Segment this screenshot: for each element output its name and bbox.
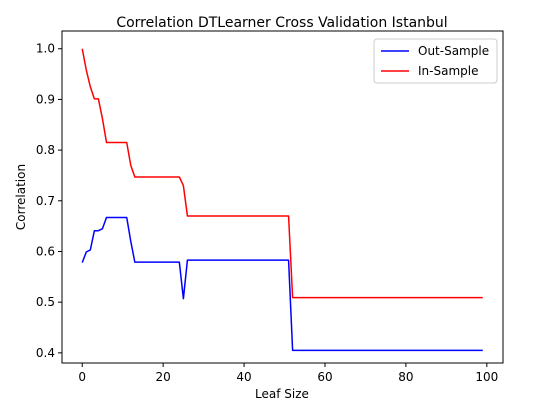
x-tick-label: 40 xyxy=(236,370,251,384)
y-tick-label: 0.9 xyxy=(36,92,55,106)
y-axis: 0.4 0.5 0.6 0.7 0.8 0.9 1.0 xyxy=(36,42,62,360)
y-tick-label: 0.5 xyxy=(36,295,55,309)
x-axis: 0 20 40 60 80 100 xyxy=(78,363,498,384)
y-axis-title: Correlation xyxy=(14,164,28,230)
plot-frame xyxy=(61,30,504,364)
y-tick-label: 0.7 xyxy=(36,194,55,208)
legend-label-out-sample: Out-Sample xyxy=(418,44,489,58)
y-tick-label: 0.4 xyxy=(36,346,55,360)
series-line-in-sample xyxy=(81,48,483,299)
plot-lines xyxy=(81,48,483,352)
y-tick-label: 1.0 xyxy=(36,42,55,56)
chart-title: Correlation DTLearner Cross Validation I… xyxy=(116,15,447,31)
y-tick-label: 0.6 xyxy=(36,244,55,258)
legend-label-in-sample: In-Sample xyxy=(418,64,478,78)
x-tick-label: 60 xyxy=(317,370,332,384)
x-tick-label: 0 xyxy=(78,370,86,384)
y-tick-label: 0.8 xyxy=(36,143,55,157)
legend: Out-Sample In-Sample xyxy=(373,38,498,84)
x-axis-title: Leaf Size xyxy=(255,387,309,401)
legend-box xyxy=(373,38,498,84)
series-line-out-sample xyxy=(81,216,483,352)
x-tick-label: 80 xyxy=(398,370,413,384)
x-tick-label: 20 xyxy=(156,370,171,384)
x-tick-label: 100 xyxy=(475,370,498,384)
